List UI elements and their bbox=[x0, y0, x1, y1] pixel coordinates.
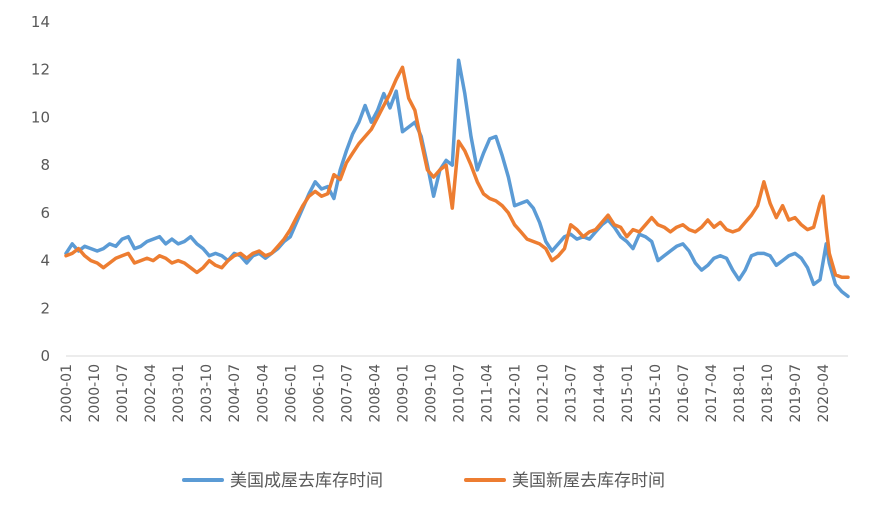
y-tick-label: 6 bbox=[40, 204, 50, 222]
x-tick-label: 2009-10 bbox=[424, 364, 440, 423]
x-tick-label: 2005-04 bbox=[255, 364, 271, 423]
y-tick-label: 0 bbox=[40, 347, 50, 365]
x-axis-ticks: 2000-01 2000-10 2001-07 2002-04 2003-01 2003-… bbox=[59, 364, 832, 423]
x-tick-label: 2001-07 bbox=[115, 364, 131, 423]
x-tick-label: 2002-04 bbox=[143, 364, 159, 423]
series-lines bbox=[64, 58, 850, 299]
x-tick-label: 2010-07 bbox=[452, 364, 468, 423]
x-tick-label: 2019-07 bbox=[788, 364, 804, 423]
x-tick-label: 2000-01 bbox=[59, 364, 75, 423]
y-axis-ticks: 0 2 4 6 8 10 12 14 bbox=[31, 13, 50, 365]
x-tick-label: 2016-07 bbox=[676, 364, 692, 423]
y-tick-label: 4 bbox=[40, 252, 50, 270]
y-tick-label: 14 bbox=[31, 13, 50, 31]
x-tick-label: 2018-01 bbox=[732, 364, 748, 423]
x-tick-label: 2015-10 bbox=[648, 364, 664, 423]
x-tick-label: 2007-07 bbox=[339, 364, 355, 423]
x-tick-label: 2009-01 bbox=[395, 364, 411, 423]
series-line-1 bbox=[64, 58, 850, 299]
y-tick-label: 10 bbox=[31, 108, 50, 126]
x-tick-label: 2003-01 bbox=[171, 364, 187, 423]
x-tick-label: 2013-07 bbox=[564, 364, 580, 423]
x-tick-label: 2017-04 bbox=[704, 364, 720, 423]
x-tick-label: 2014-04 bbox=[592, 364, 608, 423]
x-tick-label: 2000-10 bbox=[87, 364, 103, 423]
series-line-2 bbox=[64, 65, 850, 280]
x-tick-label: 2015-01 bbox=[620, 364, 636, 423]
legend: 美国成屋去库存时间 美国新屋去库存时间 bbox=[182, 471, 665, 491]
y-tick-label: 8 bbox=[40, 156, 50, 174]
x-tick-label: 2008-04 bbox=[367, 364, 383, 423]
legend-label-1: 美国成屋去库存时间 bbox=[230, 471, 383, 491]
x-tick-label: 2004-07 bbox=[227, 364, 243, 423]
x-tick-label: 2020-04 bbox=[816, 364, 832, 423]
x-tick-label: 2011-04 bbox=[480, 364, 496, 423]
legend-label-2: 美国新屋去库存时间 bbox=[512, 471, 665, 491]
x-tick-label: 2012-01 bbox=[508, 364, 524, 423]
x-tick-label: 2003-10 bbox=[199, 364, 215, 423]
y-tick-label: 2 bbox=[40, 299, 50, 317]
x-tick-label: 2006-01 bbox=[283, 364, 299, 423]
x-tick-label: 2012-10 bbox=[536, 364, 552, 423]
x-tick-label: 2018-10 bbox=[760, 364, 776, 423]
x-tick-label: 2006-10 bbox=[311, 364, 327, 423]
y-tick-label: 12 bbox=[31, 61, 50, 79]
